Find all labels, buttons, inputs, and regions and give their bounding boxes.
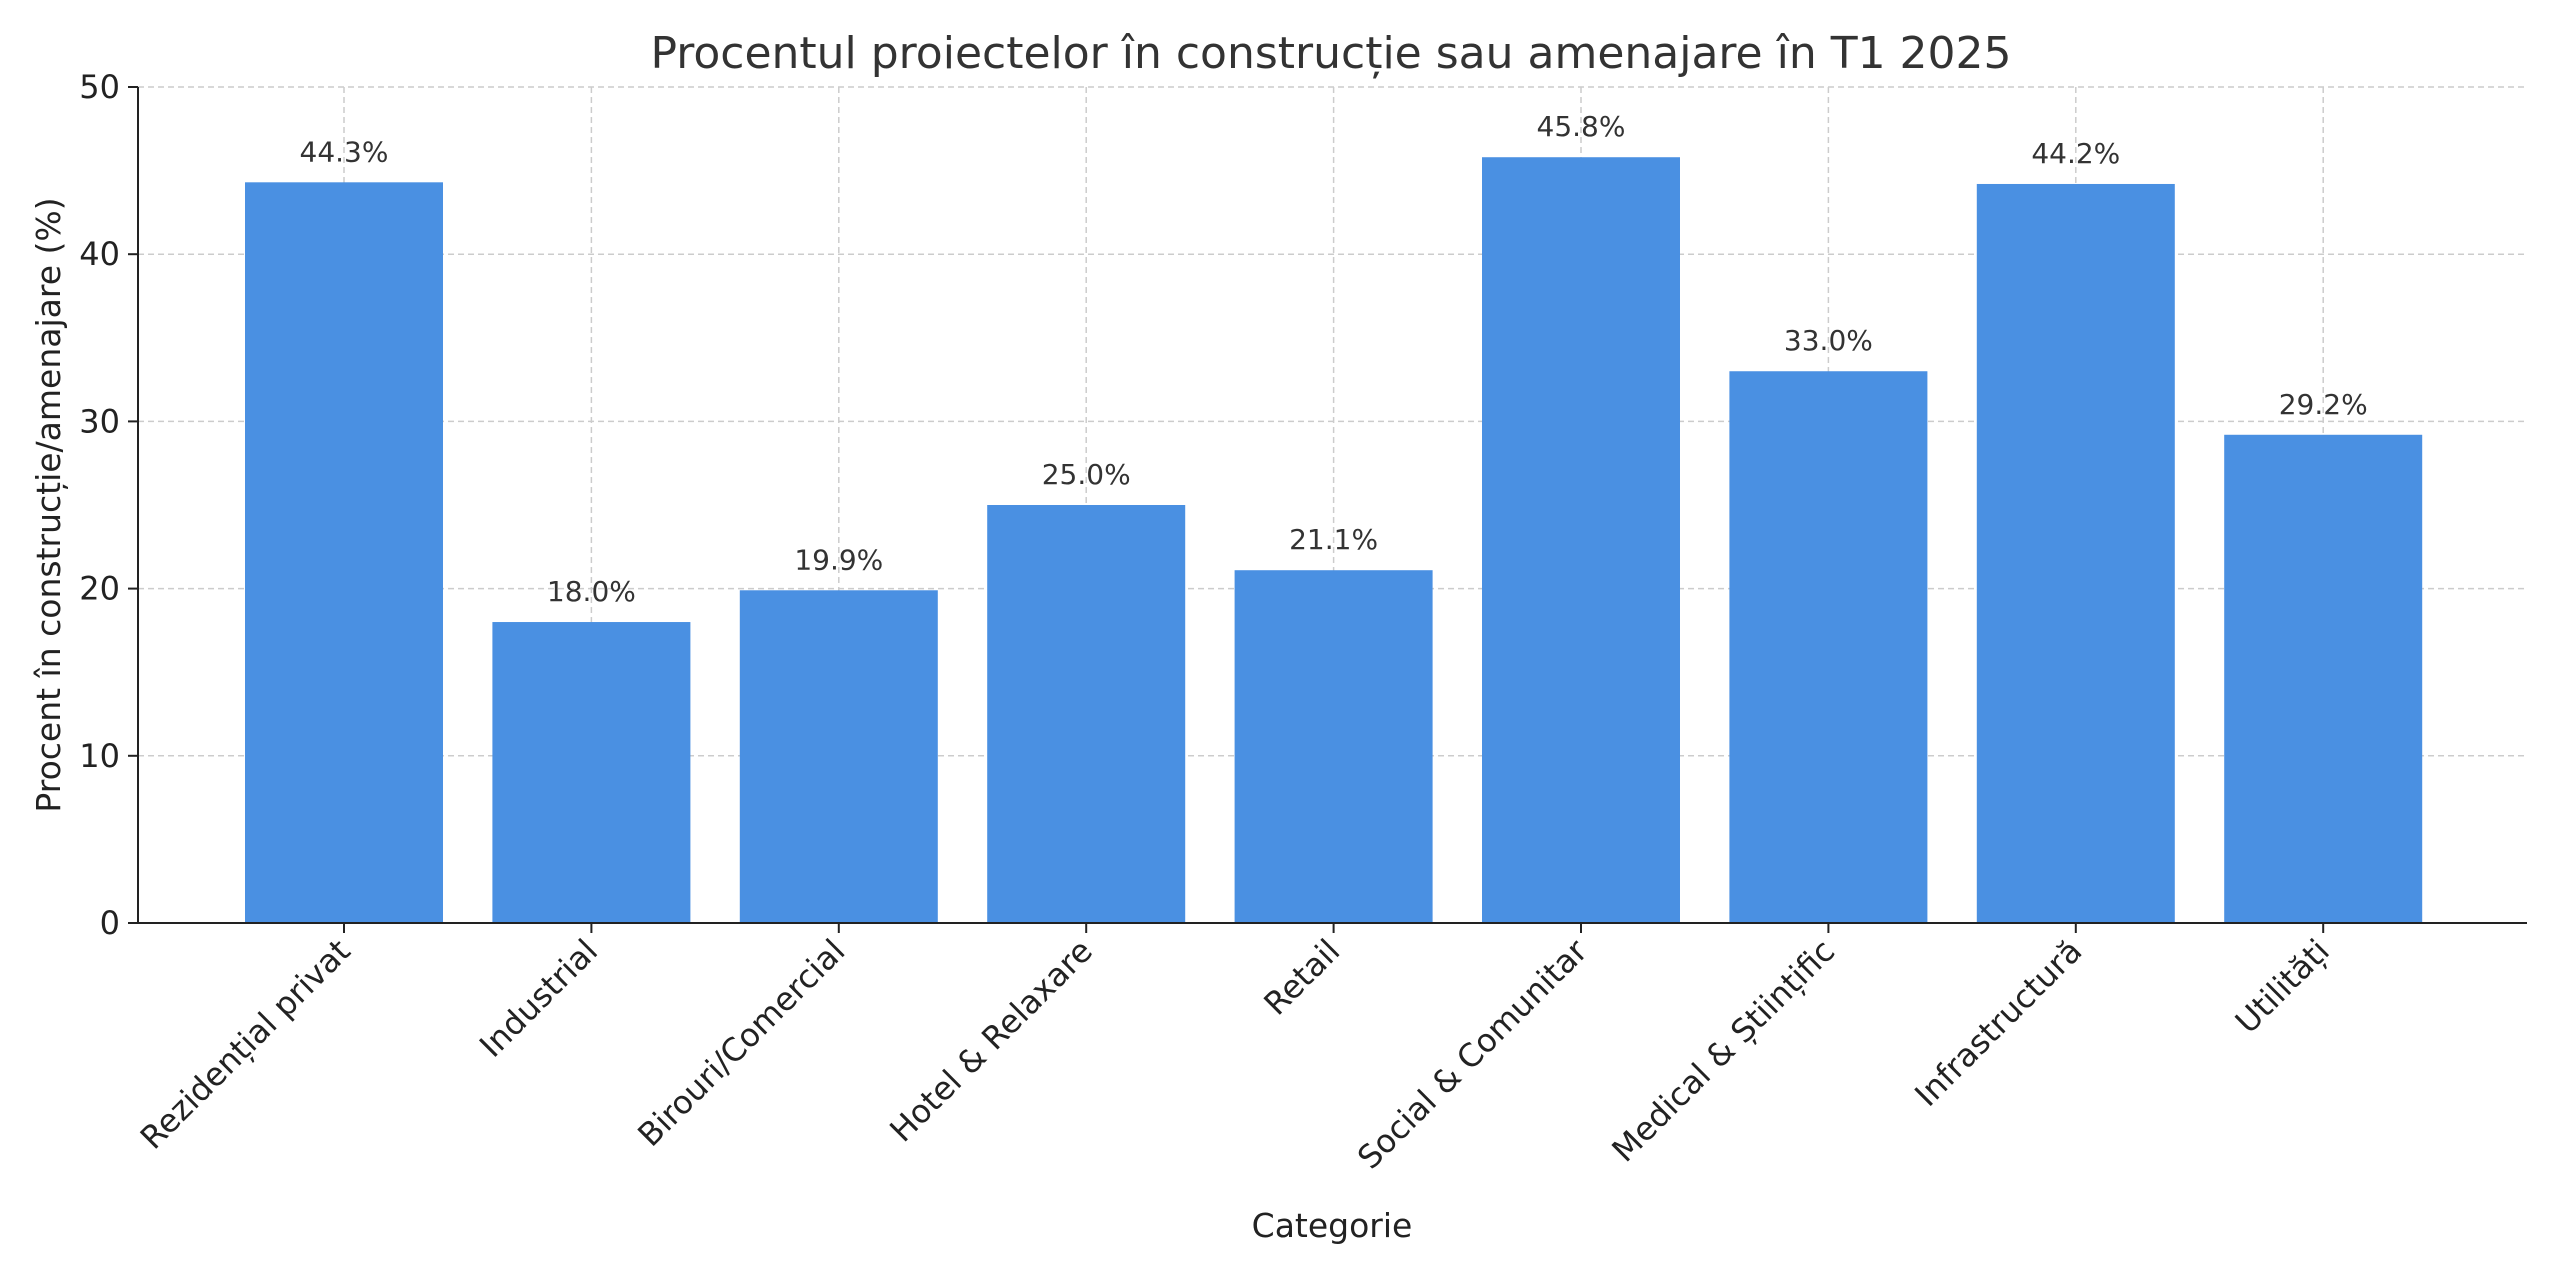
y-tick-label: 0 <box>100 904 120 942</box>
x-category-label: Birouri/Comercial <box>630 932 852 1154</box>
x-ticks: Rezidențial privat Industrial Birouri/Come… <box>133 923 2337 1176</box>
x-category-label: Infrastructură <box>1907 932 2089 1114</box>
bar-value-label: 21.1% <box>1289 523 1378 556</box>
bar-value-label: 25.0% <box>1042 458 1131 491</box>
bars <box>245 157 2423 923</box>
chart-title: Procentul proiectelor în construcție sau… <box>650 28 2011 79</box>
bar-value-label: 44.2% <box>2031 137 2120 170</box>
y-tick-label: 50 <box>79 68 120 106</box>
bar-value-label: 19.9% <box>794 543 883 576</box>
x-category-label: Rezidențial privat <box>133 932 358 1157</box>
y-tick-label: 40 <box>79 235 120 273</box>
bar <box>1234 570 1433 923</box>
bar-value-label: 33.0% <box>1784 324 1873 357</box>
bar <box>245 182 443 923</box>
y-tick-label: 10 <box>79 737 120 775</box>
bar-value-label: 18.0% <box>547 575 636 608</box>
x-category-label: Industrial <box>472 932 605 1065</box>
x-category-label: Medical & Științific <box>1604 932 1842 1170</box>
bar <box>492 622 691 923</box>
axes <box>137 87 2527 924</box>
bar-value-label: 29.2% <box>2279 388 2368 421</box>
bar <box>987 505 1186 923</box>
x-category-label: Hotel & Relaxare <box>882 932 1100 1150</box>
bar <box>1482 157 1680 923</box>
x-category-label: Utilități <box>2228 932 2337 1041</box>
y-ticks: 0 10 20 30 40 50 <box>79 68 138 942</box>
bar-value-label: 44.3% <box>300 135 389 168</box>
data-labels: 44.3% 18.0% 19.9% 25.0% 21.1% 45.8% 33.0% 44.2%… <box>300 110 2368 608</box>
bar <box>2224 434 2423 923</box>
bar <box>1976 183 2175 923</box>
x-axis-label: Categorie <box>1252 1206 1413 1245</box>
bar <box>1729 371 1928 923</box>
bar-value-label: 45.8% <box>1537 110 1626 143</box>
y-tick-label: 20 <box>79 570 120 608</box>
bar <box>739 590 938 923</box>
x-category-label: Social & Comunitar <box>1350 931 1595 1176</box>
y-tick-label: 30 <box>79 402 120 440</box>
x-category-label: Retail <box>1256 932 1347 1023</box>
y-axis-label: Procent în construcție/amenajare (%) <box>29 197 69 812</box>
